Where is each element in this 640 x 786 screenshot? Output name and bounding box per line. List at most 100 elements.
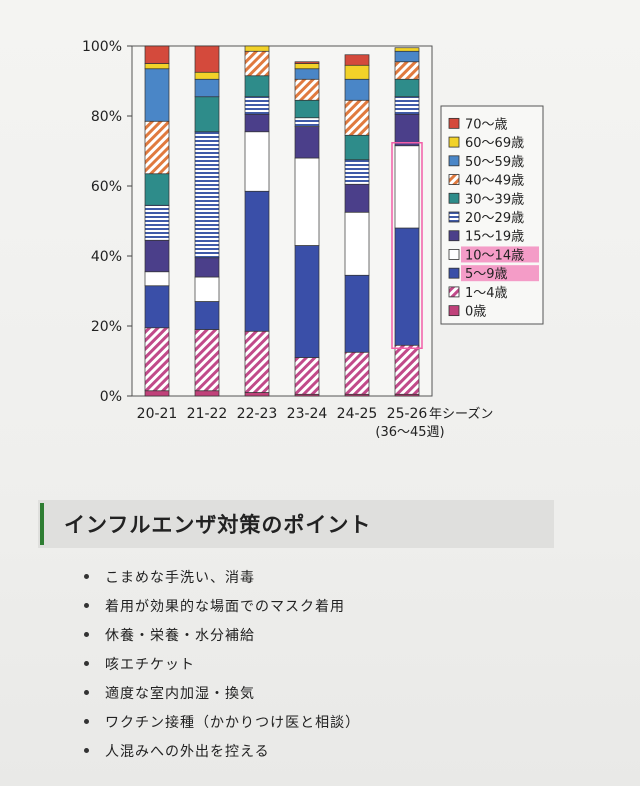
list-item: ワクチン接種（かかりつけ医と相談） [84, 707, 360, 736]
bar-segment [294, 157, 320, 246]
legend-highlight [461, 265, 539, 282]
bullet-icon [84, 690, 89, 695]
legend-swatch [448, 286, 460, 298]
bar-segment [344, 159, 370, 185]
bar-segment [194, 131, 220, 259]
legend-label: 1～4歳 [465, 286, 508, 301]
x-tick-label: 24-25 [337, 406, 378, 422]
section-title: インフルエンザ対策のポイント [64, 513, 372, 537]
legend-label: 30～39歳 [465, 192, 524, 207]
point-text: こまめな手洗い、消毒 [105, 569, 255, 586]
legend-swatch [448, 249, 460, 260]
legend-swatch [448, 117, 460, 129]
legend-swatch [448, 305, 460, 317]
x-tick-label: 20-21 [137, 406, 178, 422]
bar-segment [194, 78, 220, 98]
legend-swatch [448, 267, 460, 279]
bar-segment [144, 204, 170, 241]
y-tick-label: 20% [91, 319, 122, 335]
age-distribution-chart: 0% 20% 40% 60% 80% 100% 20-21 21-22 22-23 23-24 24… [82, 39, 544, 440]
bar-segment [244, 50, 270, 77]
bar-segment [144, 68, 170, 122]
bar-segment [144, 120, 170, 175]
bullet-icon [84, 632, 89, 637]
legend-swatch [448, 192, 460, 204]
bar-segment [244, 96, 270, 115]
bar-segment [344, 183, 370, 213]
bar-segment [194, 71, 220, 80]
bar-segment [344, 274, 370, 353]
bar-segment [294, 357, 320, 395]
x-tick-sublabel: (36～45週) [375, 425, 444, 440]
bar-segment [294, 61, 320, 64]
bar-segment [194, 257, 220, 278]
legend-label: 10～14歳 [465, 248, 524, 263]
bar-segment [144, 173, 170, 206]
bar-segment [144, 239, 170, 273]
point-text: ワクチン接種（かかりつけ医と相談） [105, 714, 361, 731]
bar-segment [144, 390, 170, 397]
bar-segment [394, 113, 420, 147]
legend-swatch [448, 136, 460, 148]
legend-label: 50～59歳 [465, 155, 524, 170]
bar-segment [194, 45, 220, 73]
bar-segment [394, 227, 420, 346]
bar-segment [194, 96, 220, 133]
bar-segment [144, 327, 170, 392]
bar-segment [194, 329, 220, 392]
point-text: 人混みへの外出を控える [105, 743, 270, 760]
bar-segment [244, 75, 270, 98]
bar-segment [344, 211, 370, 276]
bar-segment [144, 63, 170, 70]
points-list: こまめな手洗い、消毒 着用が効果的な場面でのマスク着用 休養・栄養・水分補給 咳… [84, 562, 360, 765]
bullet-icon [84, 719, 89, 724]
y-tick-label: 40% [91, 249, 122, 265]
bar-segment [394, 61, 420, 80]
point-text: 適度な室内加湿・換気 [105, 685, 255, 702]
list-item: 適度な室内加湿・換気 [84, 678, 360, 707]
bar-segment [244, 190, 270, 332]
bar-segment [394, 344, 420, 395]
heading-accent-bar [40, 503, 44, 545]
point-text: 咳エチケット [105, 656, 195, 673]
y-tick-label: 100% [82, 39, 122, 55]
x-axis-title: 年シーズン [429, 406, 493, 422]
bar-segment [194, 276, 220, 302]
bar-segment [344, 99, 370, 136]
point-text: 着用が効果的な場面でのマスク着用 [105, 598, 345, 615]
bar-segment [194, 301, 220, 330]
bullet-icon [84, 748, 89, 753]
y-tick-label: 0% [100, 389, 122, 405]
legend-label: 5～9歳 [465, 267, 508, 282]
bar-segment [244, 330, 270, 393]
legend-label: 70～歳 [465, 117, 508, 132]
bar-segment [144, 45, 170, 64]
x-tick-label: 25-26 [387, 406, 428, 422]
list-item: こまめな手洗い、消毒 [84, 562, 360, 591]
list-item: 人混みへの外出を控える [84, 736, 360, 765]
bar-segment [394, 96, 420, 115]
point-text: 休養・栄養・水分補給 [105, 627, 255, 644]
bar-segment [394, 145, 420, 229]
bar-segment [344, 351, 370, 395]
legend-swatch [448, 155, 460, 167]
highlight-box [391, 142, 423, 349]
bar-segment [344, 78, 370, 101]
bar-segment [244, 113, 270, 133]
list-item: 着用が効果的な場面でのマスク着用 [84, 591, 360, 620]
bar-segment [294, 63, 320, 70]
y-tick-label: 80% [91, 109, 122, 125]
bar-segment [244, 45, 270, 52]
bullet-icon [84, 574, 89, 579]
list-item: 咳エチケット [84, 649, 360, 678]
legend-highlight [461, 246, 539, 263]
bar-segment [244, 131, 270, 192]
bar-segment [294, 117, 320, 127]
bar-segment [294, 126, 320, 159]
bar-segment [344, 54, 370, 66]
legend-swatch [448, 230, 460, 242]
x-tick-label: 22-23 [237, 406, 278, 422]
bar-segment [344, 64, 370, 80]
bar-segment [144, 285, 170, 329]
